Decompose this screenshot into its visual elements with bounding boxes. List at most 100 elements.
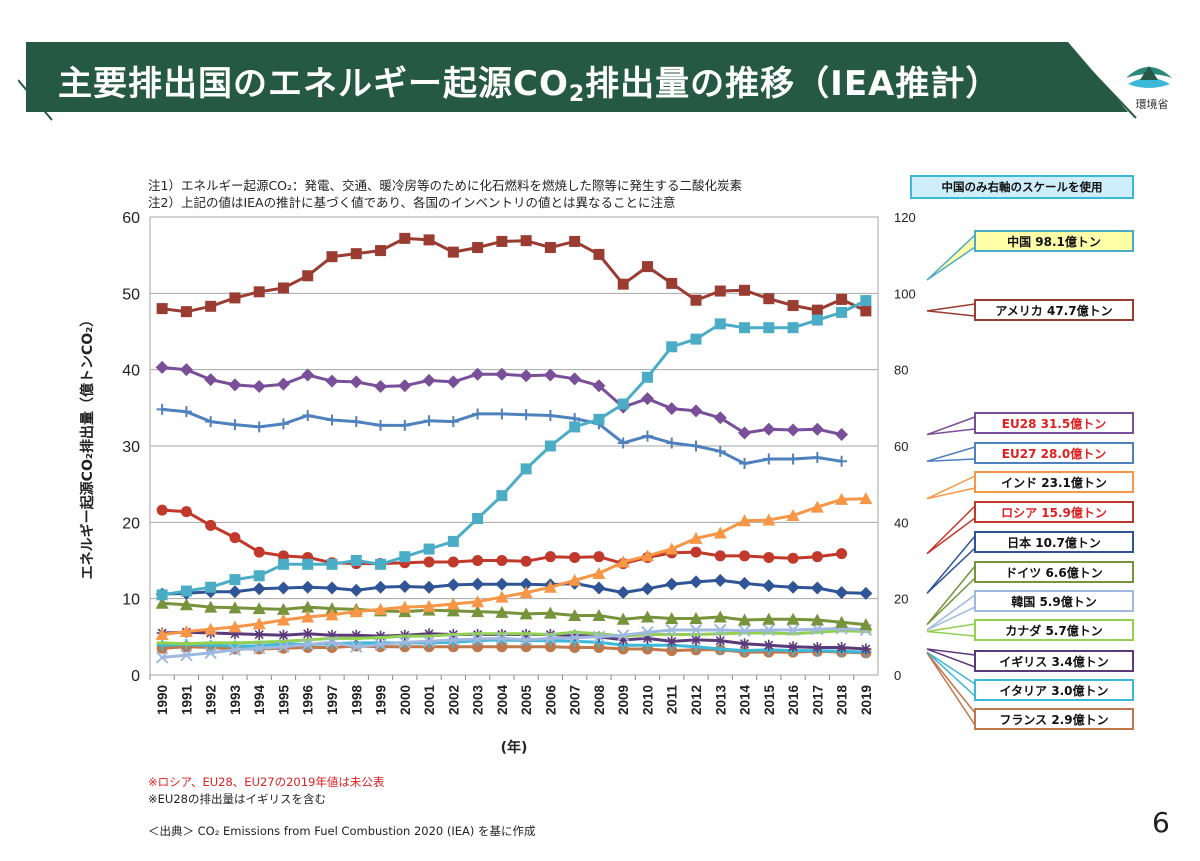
series-中国-point	[811, 314, 823, 326]
series-韓国-line	[161, 626, 866, 659]
series-EU28-point	[713, 411, 727, 425]
logo-label: 環境省	[1135, 98, 1169, 111]
series-中国-point	[641, 371, 653, 383]
series-EU27-point	[544, 409, 556, 421]
x-tick-label: 2007	[568, 685, 583, 715]
series-ロシア-point	[496, 555, 508, 566]
series-インド-point	[859, 492, 873, 505]
series-インド-point	[228, 620, 242, 633]
callout-label: EU27 28.0億トン	[1002, 446, 1106, 461]
series-EU27-point	[302, 409, 314, 421]
series-EU27-point	[666, 437, 678, 449]
series-アメリカ-point	[811, 304, 823, 316]
series-ドイツ-point	[495, 605, 509, 618]
series-中国-point	[763, 322, 775, 334]
series-インド-point	[325, 608, 339, 621]
series-アメリカ-point	[666, 277, 678, 289]
callout-box	[974, 412, 1134, 434]
callout-label: 中国 98.1億トン	[1007, 234, 1101, 249]
series-日本-point	[786, 580, 800, 594]
series-アメリカ-point	[229, 292, 241, 304]
series-韓国-point	[665, 623, 678, 637]
x-tick-label: 1993	[228, 685, 243, 716]
series-EU27-point	[690, 440, 702, 452]
series-EU28-point	[738, 426, 752, 440]
x-tick-label: 1999	[374, 685, 389, 715]
x-tick-label: 2003	[471, 685, 486, 716]
series-イギリス-point	[617, 634, 629, 646]
series-カナダ-point	[277, 639, 289, 643]
series-EU28-point	[446, 375, 460, 389]
series-ドイツ-line	[162, 601, 867, 627]
series-中国-point	[569, 421, 581, 433]
footnote-unpublished: ※ロシア、EU28、EU27の2019年値は未公表	[148, 775, 385, 789]
x-tick-label: 2009	[616, 685, 631, 715]
x-tick-label: 1991	[179, 685, 194, 716]
callout-label: カナダ 5.7億トン	[1005, 623, 1102, 638]
series-EU27-point	[423, 415, 435, 427]
series-カナダ-point	[253, 640, 265, 644]
series-イギリス-point	[739, 638, 751, 650]
page-number: 6	[1152, 806, 1170, 839]
series-アメリカ-point	[593, 248, 605, 260]
series-イギリス-point	[666, 635, 678, 647]
series-カナダ-point	[447, 633, 459, 637]
x-tick-label: 2019	[859, 685, 874, 715]
x-tick-label: 1996	[301, 685, 316, 716]
series-アメリカ-point	[520, 235, 532, 247]
series-EU28-point	[325, 374, 339, 388]
series-日本-point	[276, 581, 290, 595]
series-EU28-point	[155, 360, 169, 374]
series-EU28-point	[204, 373, 218, 387]
series-中国-point	[375, 558, 387, 570]
series-ロシア-point	[277, 550, 289, 562]
series-イギリス-point	[836, 642, 848, 654]
series-インド-point	[276, 613, 290, 626]
series-ロシア-point	[836, 548, 848, 560]
y-tick-label: 60	[122, 210, 140, 227]
series-中国-point	[544, 440, 556, 452]
y2-tick-label: 0	[894, 668, 901, 683]
x-tick-label: 1992	[204, 685, 219, 715]
series-ロシア-point	[544, 551, 556, 563]
series-日本-point	[835, 586, 849, 600]
series-インド-line	[161, 497, 866, 636]
series-EU27-point	[253, 421, 265, 433]
x-tick-label: 2013	[713, 685, 728, 716]
series-EU28-point	[374, 379, 388, 393]
x-tick-label: 2017	[810, 685, 825, 715]
series-ドイツ-point	[155, 596, 169, 609]
callout-label: EU28 31.5億トン	[1002, 416, 1106, 431]
series-ドイツ-point	[228, 601, 242, 614]
series-中国-point	[836, 306, 848, 318]
series-カナダ-point	[641, 633, 653, 637]
series-日本-point	[859, 586, 873, 600]
series-アメリカ-point	[277, 282, 289, 294]
series-アメリカ-point	[617, 278, 629, 290]
series-カナダ-point	[496, 632, 508, 636]
y-tick-label: 40	[122, 363, 140, 380]
x-tick-label: 1998	[349, 685, 364, 716]
series-日本-point	[640, 582, 654, 596]
series-中国-point	[520, 463, 532, 475]
callout-label: イタリア 3.0億トン	[1000, 683, 1109, 698]
x-tick-label: 2012	[689, 685, 704, 715]
series-ドイツ-point	[204, 600, 218, 613]
series-日本-point	[398, 579, 412, 593]
series-カナダ-point	[156, 641, 168, 645]
callout-pointer	[926, 474, 976, 500]
series-ドイツ-point	[301, 600, 315, 613]
series-ロシア-point	[714, 550, 726, 562]
series-韓国-point	[471, 632, 484, 646]
y-tick-label: 30	[122, 439, 140, 456]
series-EU27-point	[399, 419, 411, 431]
series-イギリス-point	[690, 634, 702, 646]
series-ドイツ-point	[689, 612, 703, 625]
series-イギリス-point	[350, 629, 362, 641]
series-カナダ-point	[787, 632, 799, 636]
series-EU27-point	[156, 403, 168, 415]
series-中国-point	[666, 341, 678, 353]
series-アメリカ-point	[375, 245, 387, 257]
callout-box	[974, 299, 1134, 321]
series-EU28-point	[179, 363, 193, 377]
